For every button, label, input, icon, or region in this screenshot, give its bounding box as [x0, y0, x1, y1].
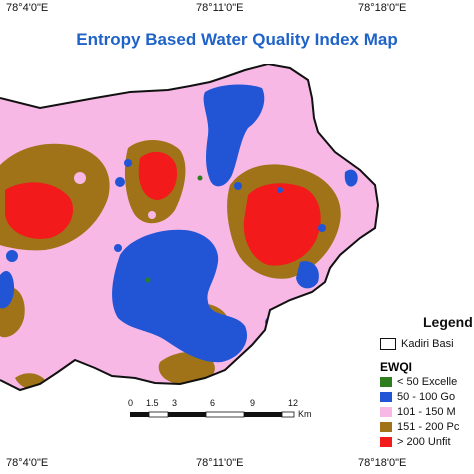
bottom-coord-1: 78°4'0"E	[6, 457, 49, 469]
good-spot-1	[6, 250, 18, 262]
good-zone-southeast	[296, 261, 319, 289]
excellent-spot-1	[197, 175, 203, 181]
scale-unit: Km	[298, 409, 312, 419]
bottom-coord-2: 78°11'0"E	[196, 457, 244, 469]
legend-title: Legend	[423, 314, 473, 330]
good-zone-north	[203, 84, 265, 187]
good-spot-6	[234, 182, 242, 190]
good-swatch	[380, 392, 392, 403]
map-title: Entropy Based Water Quality Index Map	[76, 30, 398, 49]
good-zone-central	[112, 229, 248, 363]
legend-class-good: 50 - 100 Go	[380, 391, 455, 403]
legend-class-excellent: < 50 Excelle	[380, 376, 457, 388]
good-spot-2	[115, 177, 125, 187]
good-zone-west-edge	[0, 271, 15, 309]
legend-label-unfit: > 200 Unfit	[397, 436, 451, 448]
moderate-island-2	[148, 211, 156, 219]
legend-class-unfit: > 200 Unfit	[380, 436, 451, 448]
good-spot-4	[114, 244, 122, 252]
scale-tick-5: 12	[288, 398, 299, 408]
basin-boundary	[0, 64, 380, 392]
excellent-spot-2	[145, 277, 151, 283]
boundary-swatch	[380, 338, 396, 351]
legend-boundary-row: Kadiri Basi	[380, 338, 454, 351]
unfit-zone-west	[5, 182, 74, 239]
excellent-swatch	[380, 377, 392, 388]
good-spot-7	[318, 224, 326, 232]
scale-tick-4: 9	[250, 398, 256, 408]
moderate-swatch	[380, 407, 392, 418]
bottom-coord-3: 78°18'0"E	[358, 457, 407, 469]
poor-swatch	[380, 422, 392, 433]
good-spot-8	[277, 187, 283, 193]
scale-tick-1: 1.5	[146, 398, 159, 408]
top-coord-3: 78°18'0"E	[358, 2, 407, 14]
legend-section-title: EWQI	[380, 360, 412, 374]
top-coord-1: 78°4'0"E	[6, 2, 49, 14]
legend-class-poor: 151 - 200 Pc	[380, 421, 459, 433]
scale-tick-0: 0	[128, 398, 134, 408]
ewqi-map	[0, 64, 380, 392]
top-coord-2: 78°11'0"E	[196, 2, 244, 14]
legend-class-moderate: 101 - 150 M	[380, 406, 456, 418]
legend-label-moderate: 101 - 150 M	[397, 406, 456, 418]
legend-label-good: 50 - 100 Go	[397, 391, 456, 403]
good-zone-east	[344, 169, 358, 187]
moderate-island-1	[74, 172, 86, 184]
legend-label-excellent: < 50 Excelle	[397, 376, 458, 388]
unfit-swatch	[380, 437, 392, 448]
good-spot-3	[124, 159, 132, 167]
scale-tick-2: 3	[172, 398, 178, 408]
poor-zone-south	[158, 351, 215, 385]
unfit-zone-central	[138, 151, 178, 200]
scale-bar-graphic	[130, 411, 295, 418]
unfit-zone-east	[243, 183, 321, 266]
legend-label-poor: 151 - 200 Pc	[397, 421, 460, 433]
legend-boundary-label: Kadiri Basi	[401, 338, 454, 350]
scale-tick-3: 6	[210, 398, 216, 408]
